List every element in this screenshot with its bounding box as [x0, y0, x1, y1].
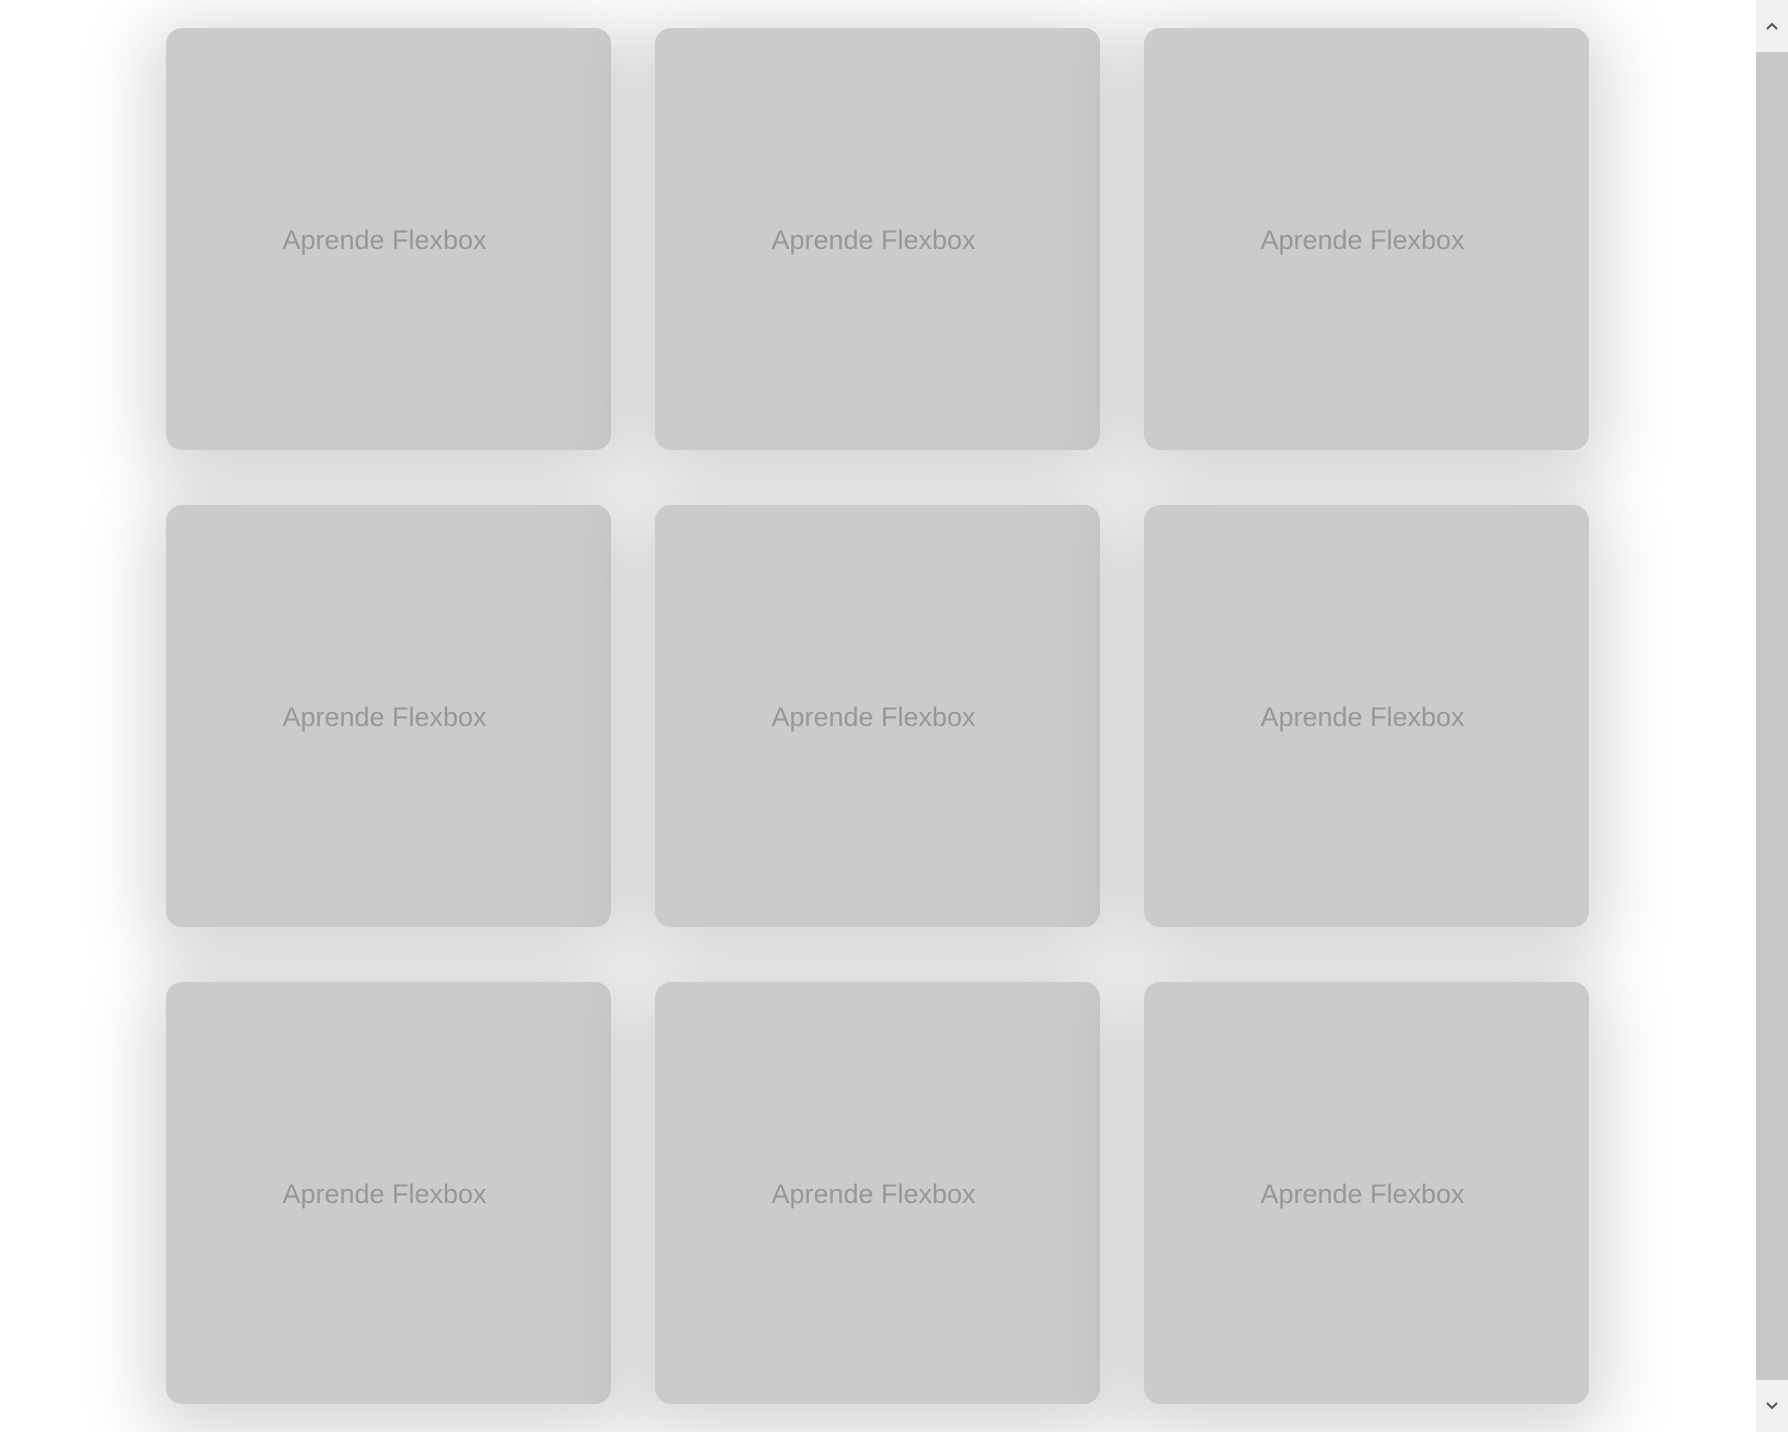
card-label: Aprende Flexbox: [1260, 224, 1465, 255]
card-8[interactable]: Aprende Flexbox: [655, 982, 1100, 1404]
card-5[interactable]: Aprende Flexbox: [655, 505, 1100, 927]
card-7[interactable]: Aprende Flexbox: [166, 982, 611, 1404]
card-label: Aprende Flexbox: [771, 701, 976, 732]
card-label: Aprende Flexbox: [771, 224, 976, 255]
card-1[interactable]: Aprende Flexbox: [166, 28, 611, 450]
scroll-up-button[interactable]: [1756, 0, 1788, 52]
chevron-up-icon: [1765, 21, 1779, 31]
card-label: Aprende Flexbox: [771, 1178, 976, 1209]
card-label: Aprende Flexbox: [282, 701, 487, 732]
card-3[interactable]: Aprende Flexbox: [1144, 28, 1589, 450]
scroll-down-button[interactable]: [1756, 1380, 1788, 1432]
card-4[interactable]: Aprende Flexbox: [166, 505, 611, 927]
card-label: Aprende Flexbox: [282, 1178, 487, 1209]
scrollbar-thumb[interactable]: [1756, 52, 1788, 1380]
chevron-down-icon: [1765, 1401, 1779, 1411]
vertical-scrollbar[interactable]: [1756, 0, 1788, 1432]
card-label: Aprende Flexbox: [282, 224, 487, 255]
card-label: Aprende Flexbox: [1260, 701, 1465, 732]
card-grid: Aprende Flexbox Aprende Flexbox Aprende …: [166, 28, 1589, 1404]
card-6[interactable]: Aprende Flexbox: [1144, 505, 1589, 927]
card-label: Aprende Flexbox: [1260, 1178, 1465, 1209]
card-2[interactable]: Aprende Flexbox: [655, 28, 1100, 450]
card-9[interactable]: Aprende Flexbox: [1144, 982, 1589, 1404]
